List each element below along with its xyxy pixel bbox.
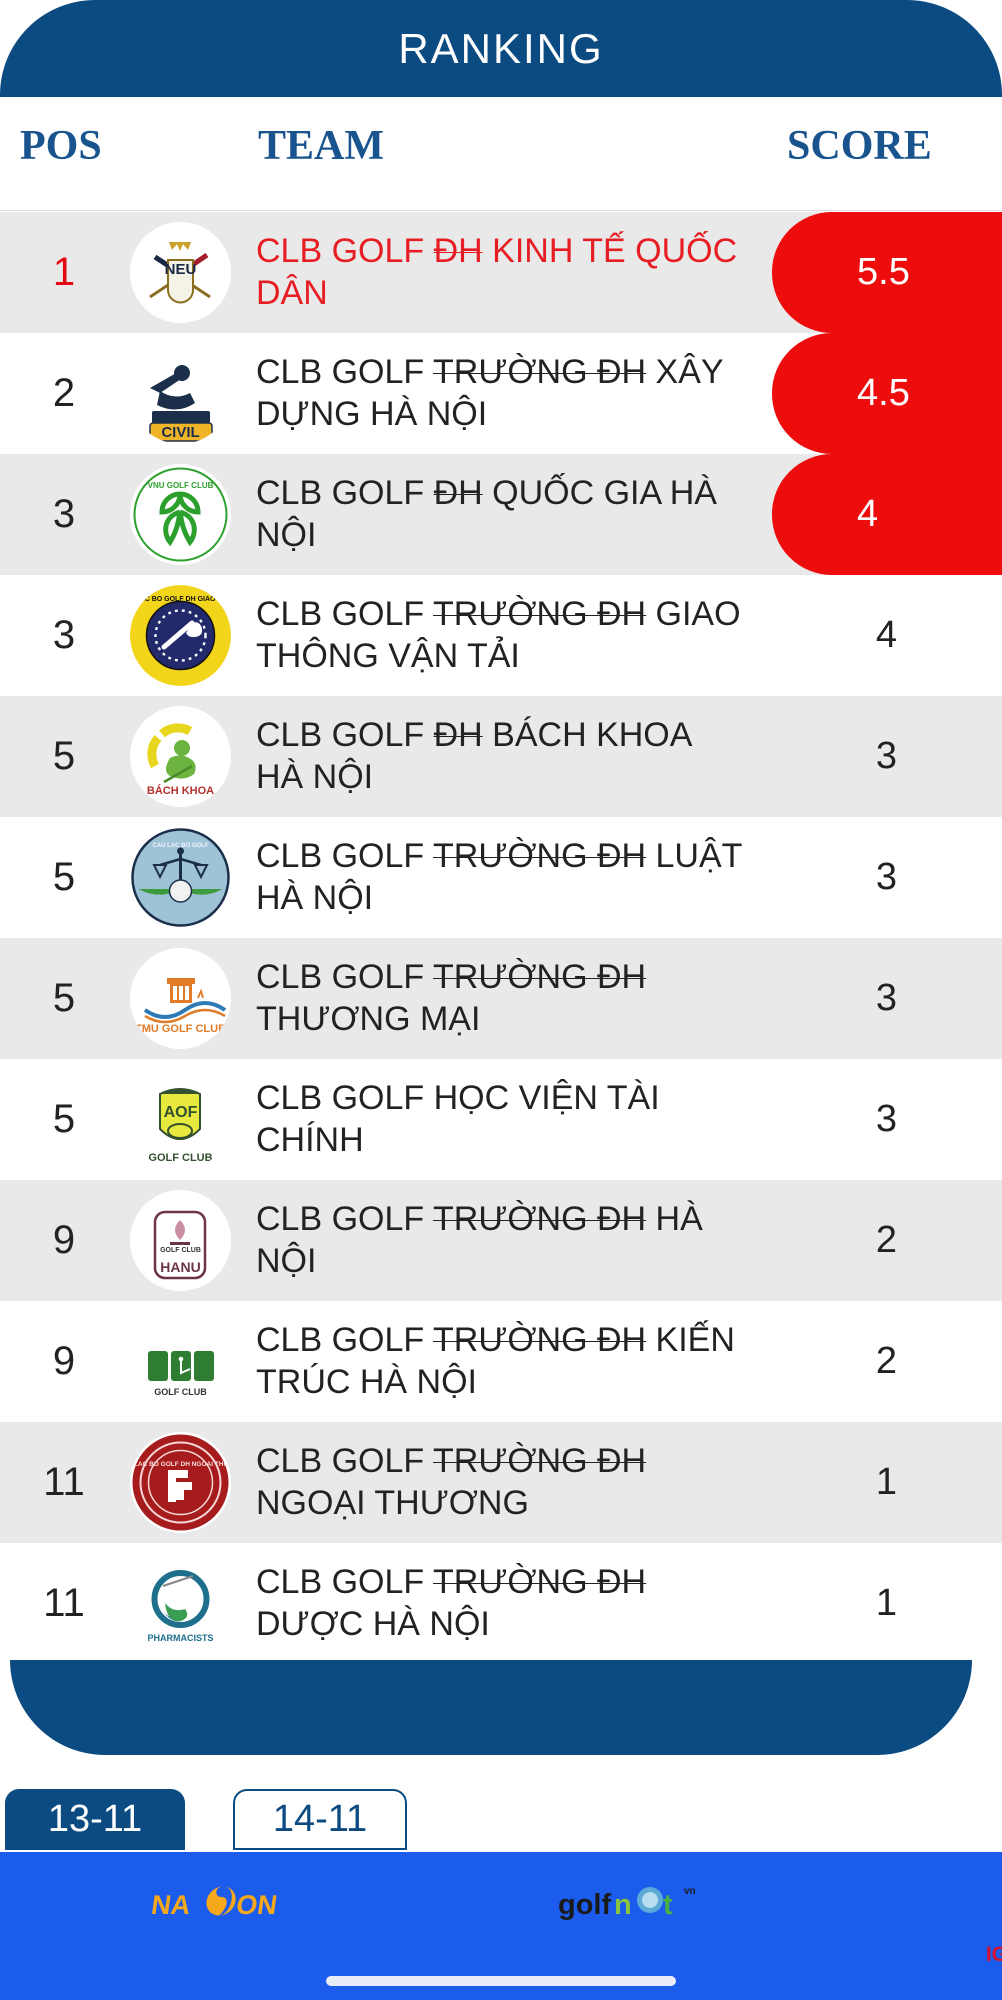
- svg-text:t: t: [663, 1889, 673, 1921]
- svg-text:GOLF CLUB: GOLF CLUB: [148, 1152, 212, 1164]
- svg-text:AOF: AOF: [164, 1104, 198, 1121]
- svg-text:CAU LAC BO GOLF DH GIAO THONG: CAU LAC BO GOLF DH GIAO THONG: [130, 596, 231, 603]
- svg-text:GOLF CLUB: GOLF CLUB: [154, 1387, 207, 1397]
- svg-text:TMU GOLF CLUB: TMU GOLF CLUB: [135, 1023, 226, 1035]
- svg-text:NA: NA: [149, 1889, 192, 1920]
- svg-text:vn: vn: [684, 1886, 696, 1897]
- svg-text:CIVIL: CIVIL: [161, 424, 199, 441]
- svg-text:CAU LAC BO GOLF DH NGOAI THUON: CAU LAC BO GOLF DH NGOAI THUONG: [130, 1461, 231, 1468]
- svg-text:ON: ON: [234, 1889, 279, 1920]
- svg-text:BÁCH KHOA: BÁCH KHOA: [147, 784, 214, 797]
- svg-text:PHARMACISTS: PHARMACISTS: [147, 1633, 213, 1643]
- svg-text:CAU LAC BO GOLF: CAU LAC BO GOLF: [153, 843, 209, 849]
- svg-text:n: n: [614, 1889, 632, 1921]
- svg-text:VNU GOLF CLUB: VNU GOLF CLUB: [148, 481, 214, 490]
- svg-text:NEU: NEU: [165, 261, 197, 278]
- svg-text:HANU: HANU: [160, 1259, 200, 1275]
- svg-text:golf: golf: [558, 1889, 611, 1921]
- svg-text:GOLF CLUB: GOLF CLUB: [160, 1247, 201, 1254]
